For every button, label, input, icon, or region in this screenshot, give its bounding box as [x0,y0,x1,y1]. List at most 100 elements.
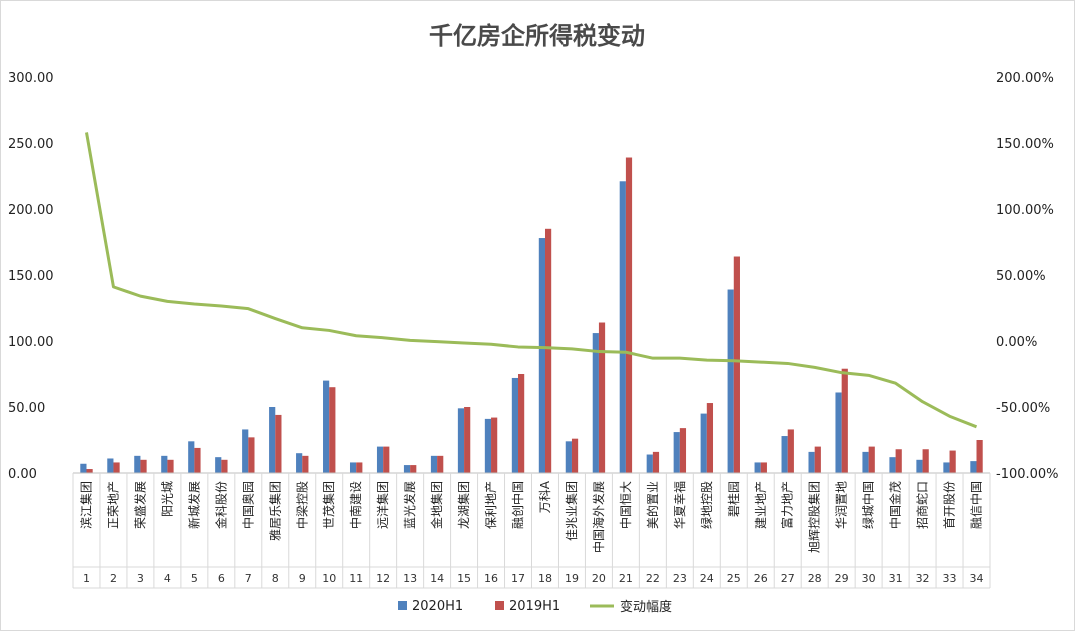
bar-2019h1 [895,449,902,473]
category-label: 佳兆业集团 [564,481,579,541]
category-index-label: 6 [218,572,225,585]
bar-2019h1 [760,462,767,473]
bar-2020h1 [781,436,788,473]
legend-label: 2019H1 [509,599,560,614]
category-index-label: 12 [376,572,390,585]
bar-2020h1 [107,458,114,473]
left-axis-ticks: 0.00 50.00 100.00 150.00 200.00 250.00 300.00 [8,71,54,482]
category-label: 万科A [538,480,552,513]
bar-2019h1 [410,465,417,473]
bar-2019h1 [571,438,579,473]
bar-2020h1 [242,429,249,473]
category-label: 华夏幸福 [672,481,687,529]
category-index-label: 26 [754,572,768,585]
category-index-label: 3 [137,572,144,585]
category-index-label: 24 [700,572,714,585]
bar-2019h1 [275,414,282,473]
category-index-label: 31 [889,572,903,585]
bar-2020h1 [80,463,87,473]
bar-2019h1 [464,407,471,473]
category-index-label: 7 [245,572,252,585]
bar-2019h1 [814,446,821,473]
bar-2019h1 [625,157,633,473]
category-label: 中国奥园 [240,481,255,529]
right-tick-label: 200.00% [996,71,1054,86]
bar-2020h1 [970,461,977,473]
bar-2020h1 [889,457,896,473]
category-index-label: 18 [538,572,552,585]
bar-2020h1 [835,392,842,473]
category-index-label: 19 [565,572,579,585]
category-label: 绿地控股 [699,481,714,529]
bar-2019h1 [787,429,794,473]
category-label: 龙湖集团 [456,481,471,529]
bar-2020h1 [808,451,815,473]
bar-2019h1 [302,455,309,473]
category-index-label: 10 [322,572,336,585]
category-label: 滨江集团 [78,481,93,529]
right-tick-label: -100.00% [996,467,1059,482]
bar-2019h1 [383,446,390,473]
chart-title: 千亿房企所得税变动 [429,22,645,50]
category-label: 金地集团 [429,481,444,529]
bar-2019h1 [544,228,552,473]
bar-2020h1 [457,408,465,473]
legend-label: 2020H1 [412,599,463,614]
bar-2020h1 [134,455,141,473]
bar-2019h1 [167,459,174,473]
category-index-label: 33 [943,572,957,585]
bar-2019h1 [113,462,120,473]
category-index-label: 23 [673,572,687,585]
category-label: 融创中国 [510,481,525,529]
category-index-label: 15 [457,572,471,585]
right-tick-label: 50.00% [996,269,1046,284]
bar-2019h1 [841,368,848,473]
category-label: 中南建设 [348,481,363,529]
right-tick-label: -50.00% [996,401,1050,416]
category-label: 美的置业 [645,481,660,529]
bar-2020h1 [943,462,950,473]
left-tick-label: 0.00 [8,467,37,482]
left-tick-label: 200.00 [8,203,54,218]
category-index-label: 25 [727,572,741,585]
category-label: 新城发展 [186,481,201,529]
bar-2020h1 [215,457,222,473]
category-index-label: 16 [484,572,498,585]
category-label: 融信中国 [969,481,984,529]
bar-2020h1 [511,377,519,473]
bar-2020h1 [700,413,707,473]
bar-2020h1 [403,465,411,473]
category-label: 绿城中国 [861,481,876,529]
category-label: 世茂集团 [321,481,336,529]
category-index-label: 17 [511,572,525,585]
category-index-label: 32 [916,572,930,585]
bar-2020h1 [916,459,923,473]
category-index-label: 20 [592,572,606,585]
bar-2019h1 [922,449,929,473]
bar-2019h1 [221,459,228,473]
bar-2020h1 [296,453,303,473]
category-index-label: 29 [835,572,849,585]
bar-2020h1 [349,462,357,473]
bar-2020h1 [161,455,168,473]
bar-2020h1 [323,380,330,473]
bar-2019h1 [598,322,606,473]
bar-2019h1 [356,462,363,473]
category-label: 金科股份 [213,481,228,529]
bar-2019h1 [706,403,714,473]
category-index-label: 34 [970,572,984,585]
legend: 2020H1 2019H1 变动幅度 [398,599,672,615]
category-index-label: 9 [299,572,306,585]
category-index-label: 14 [430,572,444,585]
bar-2019h1 [194,447,201,473]
category-index-label: 11 [349,572,363,585]
category-label: 中国恒大 [618,481,633,529]
bar-2020h1 [565,441,572,473]
category-index-label: 2 [110,572,117,585]
category-index-label: 27 [781,572,795,585]
category-label: 雅居乐集团 [267,481,282,541]
bar-series-group [80,157,983,473]
